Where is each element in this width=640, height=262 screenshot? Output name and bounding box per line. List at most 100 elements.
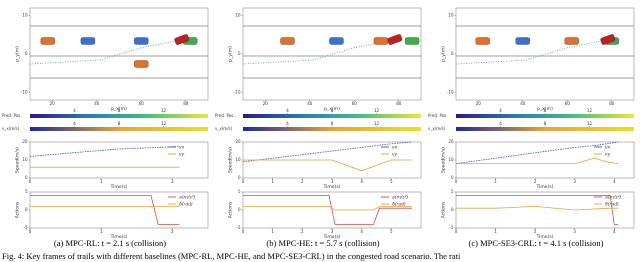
vehicle (329, 37, 344, 45)
x-tick-label: 0 (29, 179, 32, 184)
y-tick-label: 0 (238, 175, 241, 180)
colorbar-tick-label: 8 (331, 121, 334, 126)
y-tick-label: 10 (22, 13, 28, 18)
x-axis-label: Time(s) (323, 184, 341, 190)
colorbar (30, 127, 208, 131)
x-tick-label: 3 (573, 179, 576, 184)
y-tick-label: 0 (25, 175, 28, 180)
x-tick-label: 60 (565, 101, 571, 106)
x-tick-label: 0 (242, 179, 245, 184)
x-tick-label: 2 (301, 179, 304, 184)
x-tick-label: 80 (183, 101, 189, 106)
panel-caption: (c) MPC-SE3-CRL: t = 4.1 s (collision) (469, 238, 604, 248)
x-axis-label: p_x(m) (324, 106, 340, 112)
y-axis-label: Speed(m/s) (15, 147, 21, 173)
x-tick-label: 80 (396, 101, 402, 106)
y-tick-label: 5 (238, 189, 241, 194)
x-tick-label: 4 (613, 229, 616, 234)
x-tick-label: 5 (390, 179, 393, 184)
y-tick-label: 20 (22, 139, 28, 144)
y-tick-label: 5 (25, 189, 28, 194)
series-line (456, 195, 619, 225)
x-tick-label: 1 (100, 229, 103, 234)
series-line (455, 141, 619, 164)
series-line (243, 195, 413, 225)
colorbar-tick-label: 12 (161, 121, 167, 126)
x-tick-label: 0 (455, 229, 458, 234)
x-axis-label: Time(s) (110, 234, 128, 240)
legend-label: vy (179, 153, 185, 158)
trajectory (455, 39, 607, 65)
x-tick-label: 4 (613, 179, 616, 184)
x-tick-label: 0 (242, 229, 245, 234)
x-tick-label: 40 (520, 101, 526, 106)
colorbar-label: v_x(m/s) (2, 126, 20, 131)
y-tick-label: -10 (234, 89, 241, 94)
y-tick-label: 0 (451, 175, 454, 180)
vehicle (280, 37, 295, 45)
x-tick-label: 20 (50, 101, 56, 106)
colorbar-tick-label: 4 (73, 108, 76, 113)
ego-vehicle (174, 34, 190, 45)
legend-label: vy (605, 153, 611, 158)
x-tick-label: 3 (331, 179, 334, 184)
colorbar-tick-label: 4 (499, 108, 502, 113)
x-tick-label: 40 (94, 101, 100, 106)
y-axis-label: Actions (228, 201, 234, 218)
x-tick-label: 1 (100, 179, 103, 184)
x-tick-label: 5 (390, 229, 393, 234)
series-line (29, 146, 180, 157)
y-axis-label: p_y(m) (228, 46, 234, 62)
vehicle (134, 60, 149, 68)
x-tick-label: 1 (494, 229, 497, 234)
colorbar (456, 127, 634, 131)
x-axis-label: Time(s) (536, 234, 554, 240)
colorbar-label: Pred. Pos. (428, 113, 448, 118)
x-tick-label: 2 (534, 179, 537, 184)
y-tick-label: -10 (447, 89, 454, 94)
y-tick-label: -5 (237, 225, 241, 230)
y-tick-label: -5 (24, 225, 28, 230)
colorbar-tick-label: 12 (374, 108, 380, 113)
colorbar-tick-label: 12 (161, 108, 167, 113)
x-axis-label: Time(s) (536, 184, 554, 190)
legend-label: δ(rad) (605, 202, 619, 208)
panel-caption: (b) MPC-HE: t = 5.7 s (collision) (266, 238, 379, 248)
colorbar-label: Pred. Pos. (2, 113, 22, 118)
colorbar (456, 114, 634, 118)
x-tick-label: 4 (360, 179, 363, 184)
y-tick-label: 0 (25, 51, 28, 56)
figure-caption: Fig. 4: Key frames of trails with differ… (2, 251, 461, 261)
x-tick-label: 2 (534, 229, 537, 234)
y-tick-label: 20 (235, 139, 241, 144)
y-tick-label: 20 (448, 139, 454, 144)
legend-label: a(m/s²) (179, 195, 196, 201)
legend-label: vy (392, 153, 398, 158)
vehicle (40, 37, 55, 45)
x-tick-label: 3 (573, 229, 576, 234)
y-tick-label: 0 (238, 51, 241, 56)
x-tick-label: 1 (271, 179, 274, 184)
ego-vehicle (600, 34, 616, 45)
legend-label: δ(rad) (179, 202, 193, 208)
legend-label: δ(rad) (392, 202, 406, 208)
y-axis-label: Speed(m/s) (228, 147, 234, 173)
x-axis-label: Time(s) (323, 234, 341, 240)
colorbar-tick-label: 8 (544, 121, 547, 126)
y-tick-label: 0 (451, 207, 454, 212)
series-line (456, 157, 619, 165)
x-tick-label: 3 (331, 229, 334, 234)
colorbar (243, 127, 421, 131)
colorbar-tick-label: 8 (118, 121, 121, 126)
legend-label: vx (392, 146, 398, 151)
x-tick-label: 80 (609, 101, 615, 106)
colorbar-tick-label: 4 (73, 121, 76, 126)
x-tick-label: 2 (171, 229, 174, 234)
colorbar-tick-label: 12 (374, 121, 380, 126)
x-tick-label: 40 (307, 101, 313, 106)
y-tick-label: -10 (21, 89, 28, 94)
series-line (30, 195, 180, 225)
y-tick-label: 10 (22, 157, 28, 162)
